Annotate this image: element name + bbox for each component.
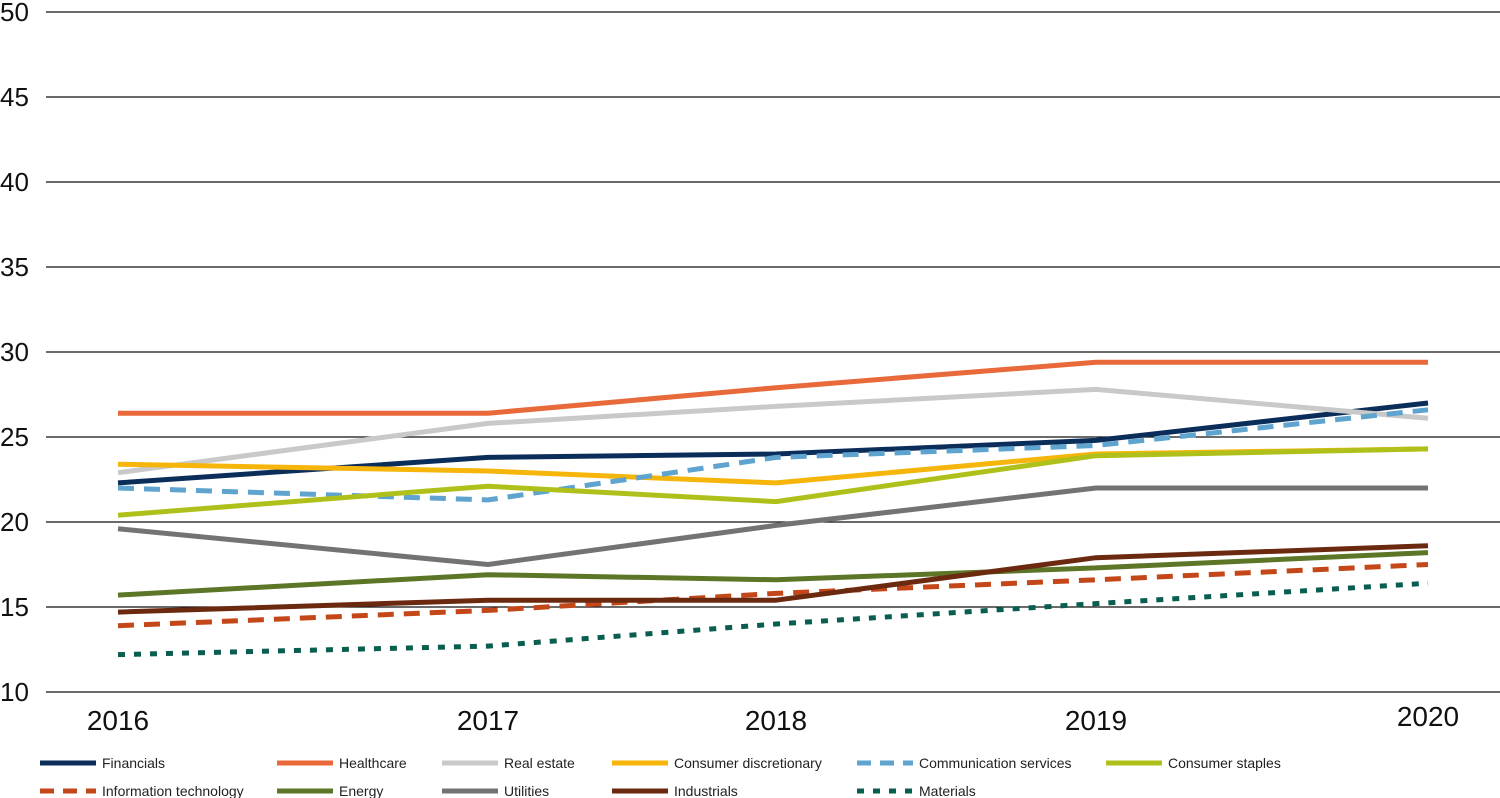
x-tick-label-2019: 2019	[1065, 705, 1127, 736]
legend-label-industrials: Industrials	[674, 783, 738, 798]
y-tick-label-10: 10	[0, 677, 29, 707]
legend-label-materials: Materials	[919, 783, 976, 798]
series-line-consumer-staples	[117, 446, 1429, 518]
legend-label-healthcare: Healthcare	[339, 755, 407, 771]
legend-label-utilities: Utilities	[504, 783, 549, 798]
y-tick-label-15: 15	[0, 592, 29, 622]
y-tick-label-20: 20	[0, 507, 29, 537]
series-line-healthcare	[118, 359, 1428, 416]
series-lines	[117, 359, 1429, 658]
legend-label-financials: Financials	[102, 755, 165, 771]
y-tick-label-45: 45	[0, 82, 29, 112]
series-line-energy	[117, 550, 1429, 598]
series-line-utilities	[117, 485, 1428, 567]
y-axis-ticks: 10 15 20 25 30 35 40 45 50	[0, 0, 29, 707]
y-tick-label-30: 30	[0, 337, 29, 367]
x-tick-label-2016: 2016	[87, 705, 149, 736]
legend-label-consumer-discretionary: Consumer discretionary	[674, 755, 822, 771]
legend-label-energy: Energy	[339, 783, 383, 798]
legend-label-information-technology: Information technology	[102, 783, 244, 798]
y-tick-label-50: 50	[0, 0, 29, 27]
legend-label-communication-services: Communication services	[919, 755, 1072, 771]
x-tick-label-2018: 2018	[745, 705, 807, 736]
series-line-information-technology	[117, 562, 1429, 629]
series-line-industrials	[117, 543, 1429, 615]
x-tick-label-2017: 2017	[457, 705, 519, 736]
y-tick-label-25: 25	[0, 422, 29, 452]
series-line-materials	[117, 580, 1429, 658]
x-axis-ticks: 2016 2017 2018 2019 2020	[87, 701, 1459, 736]
x-tick-label-2020: 2020	[1397, 701, 1459, 732]
legend-label-real-estate: Real estate	[504, 755, 575, 771]
legend: Financials Healthcare Real estate Consumer …	[40, 755, 1281, 798]
y-tick-label-35: 35	[0, 252, 29, 282]
legend-label-consumer-staples: Consumer staples	[1168, 755, 1281, 771]
gridlines	[46, 11, 1500, 693]
series-line-real-estate	[117, 386, 1429, 476]
y-tick-label-40: 40	[0, 167, 29, 197]
series-line-financials	[117, 400, 1429, 486]
